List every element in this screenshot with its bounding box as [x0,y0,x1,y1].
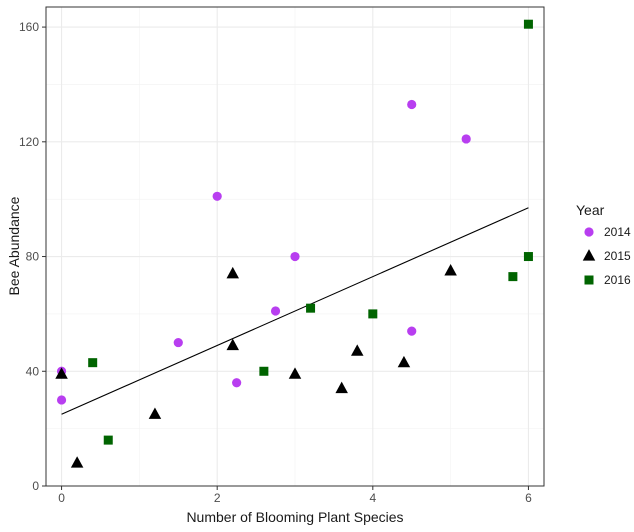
data-point-2015 [55,367,68,379]
data-point-2015 [335,381,348,394]
x-tick-label: 2 [214,491,221,505]
x-axis-title: Number of Blooming Plant Species [186,509,403,525]
data-point-2014 [407,99,417,110]
y-tick-label: 120 [19,135,39,149]
minor-gridlines [46,7,544,486]
y-axis-title: Bee Abundance [6,196,22,295]
data-point-2014 [407,326,417,336]
legend-title: Year [576,202,605,218]
data-point-2016 [368,309,378,319]
y-tick-label: 0 [32,479,39,493]
legend: Year 2014 2015 2016 [576,202,631,287]
y-axis-ticks: 0 40 80 120 160 [19,20,46,493]
y-tick-label: 160 [19,20,39,34]
data-points [55,19,533,468]
data-point-2014 [212,191,222,201]
x-tick-label: 0 [58,491,65,505]
data-point-2015 [351,344,364,356]
data-point-2016 [523,252,533,262]
legend-key-2016 [584,275,594,285]
data-point-2015 [288,367,302,379]
data-point-2015 [226,266,239,279]
legend-label-2015: 2015 [604,249,631,263]
y-tick-label: 40 [26,364,40,378]
data-point-2015 [70,456,84,468]
data-point-2016 [259,366,269,376]
legend-key-2014 [584,227,594,237]
data-point-2015 [444,264,457,276]
x-tick-label: 6 [525,491,532,505]
data-point-2015 [226,338,239,351]
data-point-2015 [397,355,411,368]
data-point-2014 [290,251,300,262]
data-point-2016 [523,19,533,29]
data-point-2016 [306,303,316,313]
x-tick-label: 4 [369,491,376,505]
legend-label-2014: 2014 [604,225,631,239]
data-point-2014 [270,306,281,316]
legend-key-2015 [582,249,596,261]
data-point-2014 [232,378,242,388]
data-point-2015 [148,407,162,419]
data-point-2014 [173,337,183,348]
data-point-2014 [461,134,471,144]
data-point-2016 [88,358,98,368]
data-point-2016 [103,435,113,445]
y-tick-label: 80 [26,250,40,264]
trend-line [61,207,529,415]
x-axis-ticks: 0 2 4 6 [58,486,532,505]
panel-border [45,6,545,487]
data-point-2016 [508,272,518,282]
data-point-2014 [56,395,67,405]
legend-label-2016: 2016 [604,273,631,287]
